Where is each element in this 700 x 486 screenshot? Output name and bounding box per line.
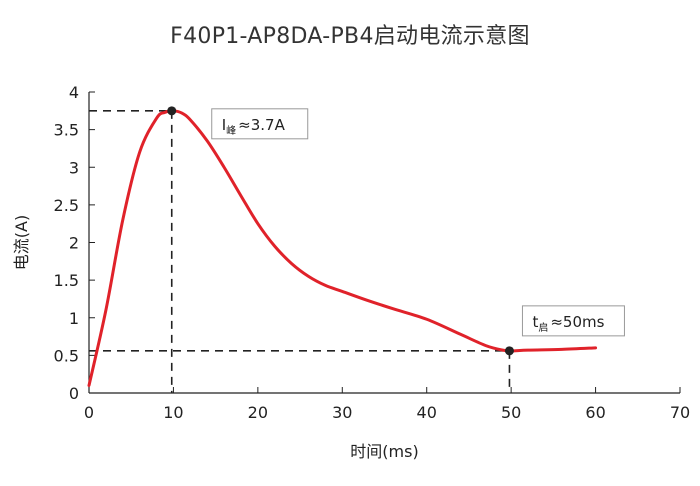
y-tick-label: 4 — [69, 83, 79, 102]
x-tick-label: 50 — [501, 403, 521, 422]
x-tick-label: 10 — [163, 403, 183, 422]
y-tick-label: 0.5 — [54, 346, 79, 365]
annotation-label: I峰 ≈3.7A — [222, 116, 286, 137]
y-tick-label: 2 — [69, 234, 79, 253]
annotation-box — [521, 305, 625, 337]
x-tick-label: 30 — [332, 403, 352, 422]
x-tick-label: 40 — [417, 403, 437, 422]
axes: 00.511.522.533.540 10 20 30 40 50 60 70 — [54, 83, 691, 422]
annotation-label: t启 ≈50ms — [532, 313, 604, 334]
chart-title: F40P1-AP8DA-PB4启动电流示意图 — [170, 24, 530, 49]
annotation-point — [504, 346, 514, 356]
y-tick-label: 0 — [69, 384, 79, 403]
x-tick-label: 60 — [585, 403, 605, 422]
x-tick-label: 70 — [670, 403, 690, 422]
x-axis-title: 时间(ms) — [350, 442, 418, 461]
x-tick-label: 20 — [248, 403, 268, 422]
peak-markers — [167, 106, 514, 356]
y-tick-label: 2.5 — [54, 196, 79, 215]
y-axis-title: 电流(A) — [12, 215, 31, 270]
guide-lines — [89, 110, 511, 393]
series-line — [87, 109, 598, 387]
annotations: I峰 ≈3.7A t启 ≈50ms — [211, 108, 625, 337]
y-tick-label: 3 — [69, 158, 79, 177]
y-tick-label: 3.5 — [54, 121, 79, 140]
y-tick-label: 1.5 — [54, 271, 79, 290]
series-group — [87, 109, 598, 387]
x-tick-label: 0 — [84, 403, 94, 422]
annotation-point — [167, 106, 177, 116]
y-tick-label: 1 — [69, 309, 79, 328]
annotation-box — [211, 108, 309, 140]
